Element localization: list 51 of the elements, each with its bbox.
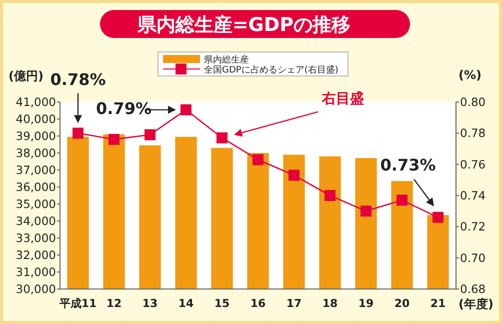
y-tick-label: 32,000: [16, 248, 56, 262]
annotation: 0.73%: [380, 155, 436, 174]
point: [144, 129, 156, 140]
y-tick-label: 39,000: [16, 129, 56, 143]
y-axis-title: (億円): [8, 69, 44, 83]
x-tick-label: 14: [178, 297, 194, 310]
point: [360, 206, 372, 217]
y2-tick-label: 0.70: [460, 250, 486, 265]
legend-label: 全国GDPに占めるシェア(右目盛): [204, 64, 338, 76]
point: [216, 132, 228, 144]
x-tick-label: 20: [394, 297, 410, 310]
point: [324, 190, 336, 201]
y2-tick-label: 0.74: [460, 188, 486, 202]
x-tick-label: 18: [322, 297, 338, 310]
x-tick-label: 15: [214, 297, 230, 310]
x-tick-label: 17: [286, 297, 302, 310]
point: [72, 128, 84, 139]
x-tick-label: 16: [250, 297, 266, 310]
point: [288, 170, 300, 181]
y-tick-label: 34,000: [16, 214, 56, 228]
text: 0.78%: [50, 70, 106, 90]
y-tick-label: 31,000: [16, 265, 56, 279]
point: [180, 104, 192, 116]
y2-tick-label: 0.68: [460, 282, 486, 296]
y-tick-label: 30,000: [16, 282, 56, 296]
y-tick-label: 33,000: [16, 231, 56, 245]
point: [108, 134, 120, 145]
y2-tick-label: 0.72: [460, 220, 486, 234]
point: [432, 212, 444, 223]
x-tick-label: 平成11: [58, 297, 97, 310]
legend-label: 県内総生産: [204, 54, 249, 66]
x-axis-title: (年度): [458, 297, 494, 311]
annotation: 0.79%: [96, 98, 152, 118]
y-tick-label: 40,000: [16, 112, 56, 126]
y2-tick-label: 0.80: [460, 95, 486, 109]
y2-tick-label: 0.76: [460, 157, 486, 172]
x-tick-label: 13: [142, 297, 158, 310]
y2-axis-title: (%): [458, 68, 482, 82]
y-tick-label: 35,000: [16, 197, 56, 211]
y-tick-label: 37,000: [16, 163, 56, 177]
point: [252, 154, 264, 166]
x-tick-label: 12: [106, 297, 122, 310]
annotation: 右目盛: [321, 90, 364, 107]
chart-title: 県内総生産=GDPの推移: [136, 14, 351, 36]
y-tick-label: 38,000: [16, 146, 56, 160]
x-tick-label: 19: [358, 297, 374, 310]
x-tick-label: 21: [430, 297, 446, 310]
point: [396, 194, 408, 206]
y-tick-label: 36,000: [16, 180, 56, 194]
y-tick-label: 41,000: [16, 95, 56, 109]
y2-tick-label: 0.78: [460, 126, 486, 140]
